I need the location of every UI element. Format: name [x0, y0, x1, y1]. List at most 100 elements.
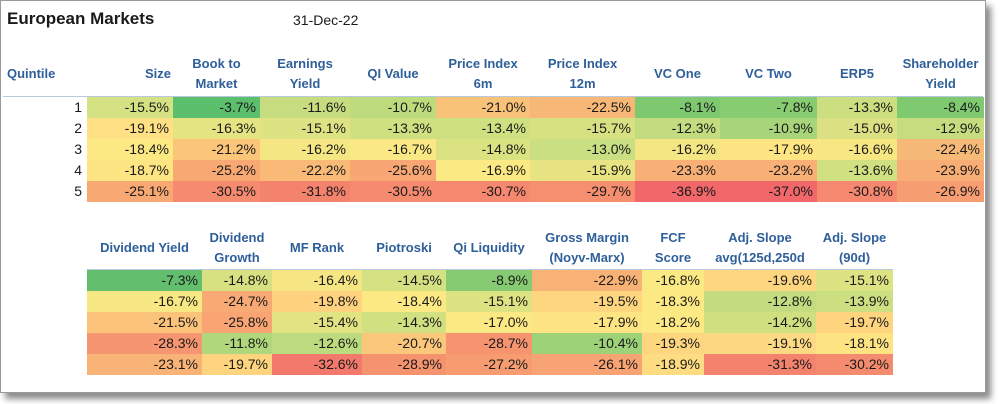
- header-book-to-market: Book to Market: [192, 56, 241, 91]
- table-cell: -13.3%: [817, 97, 897, 118]
- table-cell: -14.2%: [704, 312, 816, 333]
- header-divider: [3, 96, 983, 97]
- table-cell: -7.8%: [720, 97, 817, 118]
- table-cell: -15.1%: [446, 291, 532, 312]
- table-cell: -26.9%: [897, 181, 984, 202]
- table-cell: -28.3%: [87, 333, 202, 354]
- table-cell: -19.7%: [816, 312, 893, 333]
- table-cell: -13.0%: [530, 139, 635, 160]
- report-date: 31-Dec-22: [293, 12, 359, 28]
- header-vc-one: VC One: [654, 66, 701, 81]
- table-cell: -13.9%: [816, 291, 893, 312]
- table-cell: -23.9%: [897, 160, 984, 181]
- quintile-label: 3: [74, 141, 82, 157]
- table-cell: -17.9%: [532, 312, 642, 333]
- table-cell: -16.6%: [817, 139, 897, 160]
- header-adj-slope-avg-125d-250d: Adj. Slope avg(125d,250d: [715, 230, 805, 265]
- header-dividend-yield: Dividend Yield: [100, 240, 189, 255]
- page-title: European Markets: [7, 9, 155, 28]
- table-cell: -30.5%: [350, 181, 436, 202]
- table-cell: -12.8%: [704, 291, 816, 312]
- table-cell: -23.1%: [87, 354, 202, 375]
- header-earnings-yield: Earnings Yield: [277, 56, 333, 91]
- table-cell: -28.9%: [362, 354, 446, 375]
- table-cell: -37.0%: [720, 181, 817, 202]
- table-cell: -3.7%: [173, 97, 260, 118]
- table-cell: -25.8%: [202, 312, 272, 333]
- header-piotroski: Piotroski: [376, 240, 432, 255]
- table-cell: -12.6%: [272, 333, 362, 354]
- header-mf-rank: MF Rank: [289, 240, 345, 255]
- table-cell: -18.4%: [87, 139, 173, 160]
- table-cell: -15.1%: [260, 118, 350, 139]
- table-cell: -14.8%: [202, 270, 272, 291]
- report-frame: European Markets 31-Dec-22 Quintile Size B…: [0, 0, 986, 393]
- table-cell: -19.1%: [704, 333, 816, 354]
- header-shareholder-yield: Shareholder Yield: [902, 56, 979, 91]
- table-cell: -19.5%: [532, 291, 642, 312]
- header-vc-two: VC Two: [745, 66, 792, 81]
- table-cell: -22.2%: [260, 160, 350, 181]
- table-cell: -18.2%: [642, 312, 704, 333]
- table-cell: -19.1%: [87, 118, 173, 139]
- table-cell: -19.8%: [272, 291, 362, 312]
- table-cell: -14.5%: [362, 270, 446, 291]
- table-cell: -19.7%: [202, 354, 272, 375]
- table-cell: -16.2%: [260, 139, 350, 160]
- table-cell: -8.4%: [897, 97, 984, 118]
- table-cell: -15.1%: [816, 270, 893, 291]
- table-cell: -21.5%: [87, 312, 202, 333]
- table-cell: -21.0%: [436, 97, 530, 118]
- quintile-label: 2: [74, 120, 82, 136]
- table-cell: -16.4%: [272, 270, 362, 291]
- table-cell: -15.4%: [272, 312, 362, 333]
- table-cell: -30.5%: [173, 181, 260, 202]
- header-fcf-score: FCF Score: [654, 230, 692, 265]
- table-cell: -16.9%: [436, 160, 530, 181]
- table-cell: -8.9%: [446, 270, 532, 291]
- table-cell: -36.9%: [635, 181, 720, 202]
- table-cell: -22.9%: [532, 270, 642, 291]
- table-cell: -15.5%: [87, 97, 173, 118]
- table-cell: -17.9%: [720, 139, 817, 160]
- table-cell: -14.3%: [362, 312, 446, 333]
- quintile-label: 4: [74, 162, 82, 178]
- table-cell: -8.1%: [635, 97, 720, 118]
- table-cell: -22.4%: [897, 139, 984, 160]
- header-price-index-6m: Price Index 6m: [448, 56, 518, 91]
- table-cell: -13.3%: [350, 118, 436, 139]
- table-cell: -24.7%: [202, 291, 272, 312]
- table-cell: -18.7%: [87, 160, 173, 181]
- table-cell: -23.3%: [635, 160, 720, 181]
- table-cell: -16.7%: [87, 291, 202, 312]
- header-erp5: ERP5: [840, 66, 874, 81]
- table-cell: -16.2%: [635, 139, 720, 160]
- table-cell: -26.1%: [532, 354, 642, 375]
- table-cell: -31.3%: [704, 354, 816, 375]
- table-cell: -7.3%: [87, 270, 202, 291]
- table-cell: -19.6%: [704, 270, 816, 291]
- table-cell: -11.6%: [260, 97, 350, 118]
- table-cell: -30.2%: [816, 354, 893, 375]
- table-cell: -10.7%: [350, 97, 436, 118]
- table-cell: -19.3%: [642, 333, 704, 354]
- table-cell: -23.2%: [720, 160, 817, 181]
- table-cell: -15.9%: [530, 160, 635, 181]
- table-cell: -29.7%: [530, 181, 635, 202]
- header-dividend-growth: Dividend Growth: [209, 230, 265, 265]
- table-cell: -12.9%: [897, 118, 984, 139]
- header-price-index-12m: Price Index 12m: [547, 56, 618, 91]
- table-cell: -25.1%: [87, 181, 173, 202]
- header-quintile: Quintile: [7, 66, 56, 81]
- table-cell: -18.3%: [642, 291, 704, 312]
- table-cell: -30.8%: [817, 181, 897, 202]
- table-cell: -13.4%: [436, 118, 530, 139]
- header-qi-value: QI Value: [367, 66, 419, 81]
- header-qi-liquidity: Qi Liquidity: [453, 240, 525, 255]
- quintile-label: 5: [74, 183, 82, 199]
- header-adj-slope-90d: Adj. Slope (90d): [822, 230, 887, 265]
- table-cell: -32.6%: [272, 354, 362, 375]
- table-cell: -25.6%: [350, 160, 436, 181]
- table-cell: -16.3%: [173, 118, 260, 139]
- table-cell: -10.9%: [720, 118, 817, 139]
